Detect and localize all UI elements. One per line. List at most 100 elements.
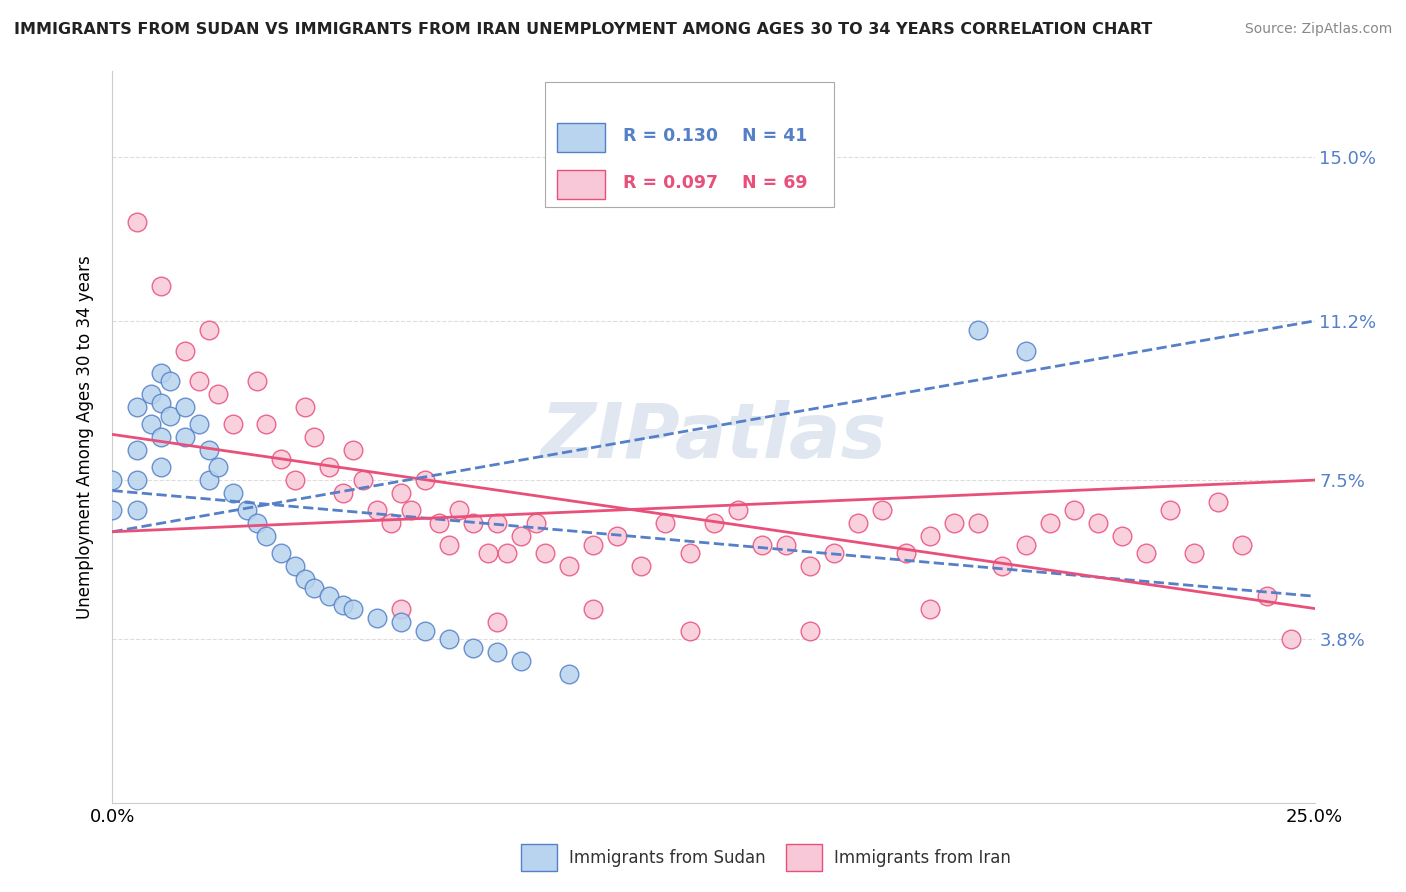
Point <box>159 409 181 423</box>
Point <box>389 615 412 629</box>
Point <box>125 473 148 487</box>
Point <box>125 215 148 229</box>
Point <box>389 486 412 500</box>
Point <box>304 581 326 595</box>
Point <box>1279 632 1302 647</box>
Point <box>461 640 484 655</box>
Point <box>159 374 181 388</box>
Point <box>197 322 219 336</box>
Point <box>197 442 219 457</box>
Point <box>270 451 292 466</box>
Point <box>991 559 1014 574</box>
Point <box>654 516 676 530</box>
Point <box>1039 516 1062 530</box>
Point <box>149 395 172 409</box>
Point <box>678 624 700 638</box>
Point <box>524 516 547 530</box>
Point <box>342 602 364 616</box>
Point <box>942 516 965 530</box>
Point <box>207 387 229 401</box>
Point <box>727 503 749 517</box>
Point <box>389 602 412 616</box>
Point <box>486 615 509 629</box>
Point <box>582 602 605 616</box>
Point <box>1208 494 1230 508</box>
Point <box>197 473 219 487</box>
Point <box>125 400 148 414</box>
Point <box>125 442 148 457</box>
Point <box>294 572 316 586</box>
Point <box>775 538 797 552</box>
Y-axis label: Unemployment Among Ages 30 to 34 years: Unemployment Among Ages 30 to 34 years <box>76 255 94 619</box>
Point <box>270 546 292 560</box>
Point <box>846 516 869 530</box>
Point <box>352 473 374 487</box>
Point <box>630 559 652 574</box>
Point <box>437 632 460 647</box>
Point <box>318 460 340 475</box>
Point <box>486 516 509 530</box>
Point <box>558 559 581 574</box>
Point <box>101 503 124 517</box>
Point <box>1232 538 1254 552</box>
Point <box>173 430 195 444</box>
Point <box>284 559 307 574</box>
Point <box>254 529 277 543</box>
Point <box>222 417 245 432</box>
Point <box>1256 589 1278 603</box>
Point <box>477 546 499 560</box>
Point <box>461 516 484 530</box>
Point <box>1159 503 1181 517</box>
Point <box>1111 529 1133 543</box>
Point <box>149 460 172 475</box>
Point <box>582 538 605 552</box>
Point <box>870 503 893 517</box>
FancyBboxPatch shape <box>557 170 606 200</box>
Point <box>495 546 517 560</box>
Point <box>125 503 148 517</box>
Point <box>188 374 211 388</box>
Point <box>447 503 470 517</box>
Point <box>399 503 422 517</box>
Point <box>284 473 307 487</box>
Point <box>101 473 124 487</box>
Point <box>318 589 340 603</box>
Point <box>254 417 277 432</box>
Point <box>207 460 229 475</box>
Point <box>173 400 195 414</box>
Point <box>1087 516 1109 530</box>
Point <box>413 473 436 487</box>
Point <box>222 486 245 500</box>
Point <box>606 529 628 543</box>
Point <box>437 538 460 552</box>
Point <box>188 417 211 432</box>
Text: IMMIGRANTS FROM SUDAN VS IMMIGRANTS FROM IRAN UNEMPLOYMENT AMONG AGES 30 TO 34 Y: IMMIGRANTS FROM SUDAN VS IMMIGRANTS FROM… <box>14 22 1153 37</box>
Point <box>1063 503 1085 517</box>
Point <box>304 430 326 444</box>
Point <box>294 400 316 414</box>
Point <box>918 529 941 543</box>
Point <box>366 611 388 625</box>
Point <box>246 516 269 530</box>
Point <box>967 322 990 336</box>
Point <box>236 503 259 517</box>
Point <box>1015 538 1038 552</box>
Text: ZIPatlas: ZIPatlas <box>540 401 887 474</box>
Point <box>342 442 364 457</box>
Point <box>413 624 436 638</box>
Point <box>149 430 172 444</box>
Point <box>558 666 581 681</box>
Point <box>510 654 533 668</box>
Point <box>149 279 172 293</box>
Point <box>139 417 162 432</box>
Text: R = 0.097    N = 69: R = 0.097 N = 69 <box>623 174 808 193</box>
Point <box>139 387 162 401</box>
FancyBboxPatch shape <box>522 845 557 871</box>
FancyBboxPatch shape <box>546 82 834 207</box>
Point <box>703 516 725 530</box>
Point <box>799 624 821 638</box>
Point <box>967 516 990 530</box>
Point <box>380 516 402 530</box>
Point <box>823 546 845 560</box>
Point <box>534 546 557 560</box>
